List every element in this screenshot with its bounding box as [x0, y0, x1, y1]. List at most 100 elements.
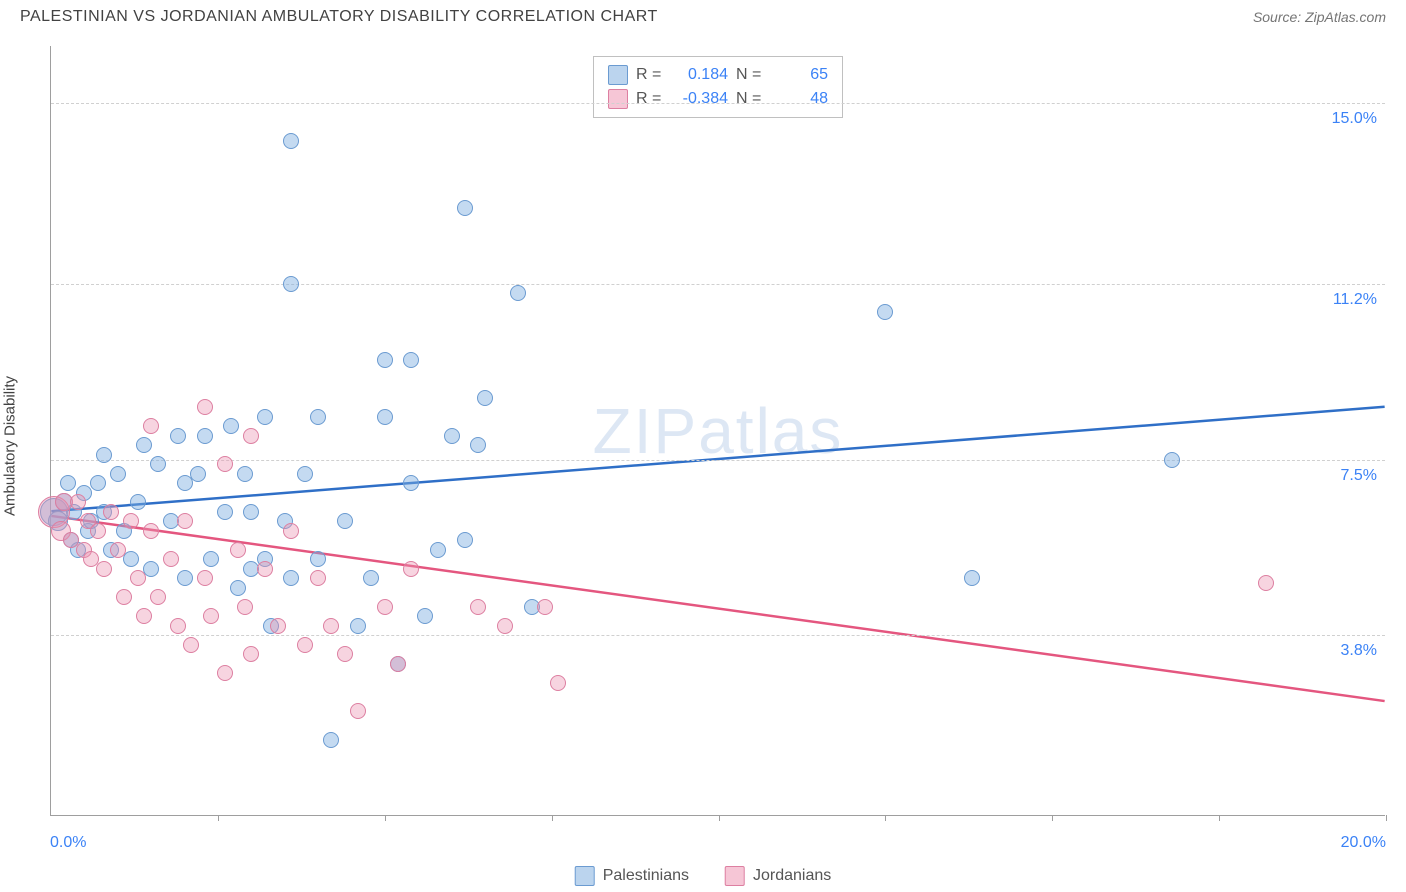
n-label: N = [736, 63, 764, 87]
data-point [217, 665, 233, 681]
data-point [203, 608, 219, 624]
r-value: 0.184 [672, 63, 728, 87]
data-point [177, 570, 193, 586]
data-point [96, 561, 112, 577]
data-point [430, 542, 446, 558]
swatch-palestinians-icon [608, 65, 628, 85]
data-point [323, 732, 339, 748]
n-value: 48 [772, 87, 828, 111]
data-point [1164, 452, 1180, 468]
data-point [136, 437, 152, 453]
data-point [90, 523, 106, 539]
data-point [143, 418, 159, 434]
scatter-chart: ZIPatlas R = 0.184 N = 65 R = -0.384 N =… [50, 46, 1385, 816]
correlation-legend: R = 0.184 N = 65 R = -0.384 N = 48 [593, 56, 843, 118]
data-point [363, 570, 379, 586]
data-point [257, 409, 273, 425]
data-point [96, 447, 112, 463]
data-point [130, 570, 146, 586]
data-point [143, 523, 159, 539]
data-point [390, 656, 406, 672]
x-tick [885, 815, 886, 821]
data-point [130, 494, 146, 510]
data-point [243, 428, 259, 444]
r-label: R = [636, 87, 664, 111]
x-tick [552, 815, 553, 821]
data-point [477, 390, 493, 406]
data-point [457, 532, 473, 548]
swatch-palestinians-icon [575, 866, 595, 886]
data-point [417, 608, 433, 624]
data-point [110, 466, 126, 482]
data-point [403, 561, 419, 577]
data-point [403, 352, 419, 368]
data-point [116, 589, 132, 605]
data-point [1258, 575, 1274, 591]
data-point [217, 504, 233, 520]
y-axis-label: Ambulatory Disability [2, 376, 19, 516]
data-point [964, 570, 980, 586]
x-tick [1219, 815, 1220, 821]
data-point [403, 475, 419, 491]
y-tick-label: 3.8% [1341, 642, 1377, 660]
data-point [150, 456, 166, 472]
data-point [297, 466, 313, 482]
data-point [230, 580, 246, 596]
data-point [123, 551, 139, 567]
data-point [550, 675, 566, 691]
n-label: N = [736, 87, 764, 111]
data-point [297, 637, 313, 653]
data-point [170, 428, 186, 444]
grid-line [51, 635, 1385, 636]
data-point [283, 570, 299, 586]
data-point [197, 399, 213, 415]
legend-item-jordanians: Jordanians [725, 866, 831, 886]
legend-item-palestinians: Palestinians [575, 866, 689, 886]
data-point [323, 618, 339, 634]
legend-label: Jordanians [753, 867, 831, 885]
x-max-label: 20.0% [1341, 834, 1386, 852]
data-point [143, 561, 159, 577]
r-value: -0.384 [672, 87, 728, 111]
data-point [270, 618, 286, 634]
n-value: 65 [772, 63, 828, 87]
data-point [377, 409, 393, 425]
data-point [337, 646, 353, 662]
data-point [283, 523, 299, 539]
data-point [123, 513, 139, 529]
x-tick [719, 815, 720, 821]
y-tick-label: 15.0% [1332, 110, 1377, 128]
series-legend: Palestinians Jordanians [575, 866, 832, 886]
grid-line [51, 460, 1385, 461]
correlation-row-2: R = -0.384 N = 48 [608, 87, 828, 111]
data-point [243, 646, 259, 662]
y-tick-label: 11.2% [1333, 291, 1377, 309]
data-point [877, 304, 893, 320]
data-point [70, 494, 86, 510]
data-point [170, 618, 186, 634]
data-point [337, 513, 353, 529]
data-point [136, 608, 152, 624]
watermark-thin: atlas [698, 395, 843, 467]
data-point [103, 504, 119, 520]
data-point [310, 409, 326, 425]
x-tick [1386, 815, 1387, 821]
grid-line [51, 103, 1385, 104]
source-label: Source: ZipAtlas.com [1253, 9, 1386, 25]
x-min-label: 0.0% [50, 834, 86, 852]
data-point [60, 475, 76, 491]
data-point [283, 276, 299, 292]
data-point [377, 599, 393, 615]
data-point [223, 418, 239, 434]
data-point [350, 618, 366, 634]
data-point [283, 133, 299, 149]
data-point [177, 513, 193, 529]
legend-label: Palestinians [603, 867, 689, 885]
data-point [470, 599, 486, 615]
data-point [497, 618, 513, 634]
watermark: ZIPatlas [593, 394, 844, 468]
data-point [230, 542, 246, 558]
data-point [310, 551, 326, 567]
data-point [163, 551, 179, 567]
data-point [377, 352, 393, 368]
